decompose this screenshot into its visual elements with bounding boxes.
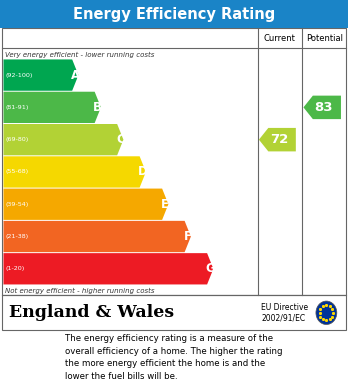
Circle shape <box>316 301 337 325</box>
Polygon shape <box>3 253 213 284</box>
Text: Very energy efficient - lower running costs: Very energy efficient - lower running co… <box>5 52 155 58</box>
Text: B: B <box>93 101 102 114</box>
Polygon shape <box>3 156 146 188</box>
Text: (92-100): (92-100) <box>6 73 33 77</box>
Bar <box>0 0 348 28</box>
Text: Not energy efficient - higher running costs: Not energy efficient - higher running co… <box>5 287 155 294</box>
Bar <box>2 295 346 330</box>
Text: (55-68): (55-68) <box>6 169 29 174</box>
Text: E: E <box>161 198 169 211</box>
Text: Potential: Potential <box>306 34 343 43</box>
Polygon shape <box>3 59 78 91</box>
Text: G: G <box>205 262 215 275</box>
Text: 83: 83 <box>314 101 333 114</box>
Text: 2002/91/EC: 2002/91/EC <box>261 313 305 323</box>
Text: A: A <box>71 68 80 82</box>
Polygon shape <box>3 221 191 252</box>
Text: (1-20): (1-20) <box>6 266 25 271</box>
Text: (21-38): (21-38) <box>6 234 29 239</box>
Text: (69-80): (69-80) <box>6 137 29 142</box>
Polygon shape <box>259 128 296 151</box>
Polygon shape <box>303 96 341 119</box>
Polygon shape <box>3 188 168 220</box>
Text: (81-91): (81-91) <box>6 105 29 110</box>
Text: England & Wales: England & Wales <box>9 304 174 321</box>
Text: The energy efficiency rating is a measure of the
overall efficiency of a home. T: The energy efficiency rating is a measur… <box>65 334 283 381</box>
Text: (39-54): (39-54) <box>6 202 29 207</box>
Text: Current: Current <box>264 34 296 43</box>
Text: F: F <box>184 230 192 243</box>
Polygon shape <box>3 92 101 123</box>
Text: Energy Efficiency Rating: Energy Efficiency Rating <box>73 7 275 22</box>
Text: C: C <box>116 133 125 146</box>
Text: EU Directive: EU Directive <box>261 303 308 312</box>
Text: D: D <box>138 165 148 178</box>
Polygon shape <box>3 124 124 155</box>
Text: 72: 72 <box>270 133 288 146</box>
Bar <box>2 28 346 295</box>
